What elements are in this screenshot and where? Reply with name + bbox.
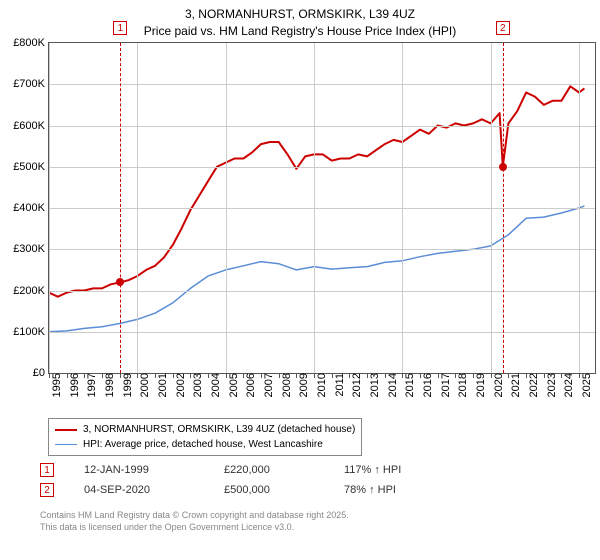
x-axis-tick-label: 2017 (438, 373, 452, 397)
legend-row-property: 3, NORMANHURST, ORMSKIRK, L39 4UZ (detac… (55, 422, 355, 437)
grid-line-v (491, 43, 492, 373)
x-axis-tick-label: 2012 (349, 373, 363, 397)
x-axis-tick-label: 2014 (385, 373, 399, 397)
plot-region: £0£100K£200K£300K£400K£500K£600K£700K£80… (48, 42, 596, 374)
chart-title-block: 3, NORMANHURST, ORMSKIRK, L39 4UZ Price … (0, 0, 600, 40)
x-axis-tick-label: 2021 (508, 373, 522, 397)
grid-line-v (49, 43, 50, 373)
x-axis-tick-label: 2023 (544, 373, 558, 397)
sale-marker-label: 2 (496, 21, 510, 35)
y-axis-tick-label: £100K (13, 326, 49, 338)
chart-area: £0£100K£200K£300K£400K£500K£600K£700K£80… (0, 42, 600, 424)
sales-table-row: 1 12-JAN-1999 £220,000 117% ↑ HPI (40, 460, 401, 480)
x-axis-tick-label: 2006 (243, 373, 257, 397)
grid-line-h (49, 208, 595, 209)
sales-row-marker: 1 (40, 463, 54, 477)
x-axis-tick-label: 2020 (491, 373, 505, 397)
x-axis-tick-label: 1997 (84, 373, 98, 397)
grid-line-v (579, 43, 580, 373)
sale-marker-vline (503, 43, 504, 373)
grid-line-h (49, 249, 595, 250)
grid-line-h (49, 167, 595, 168)
y-axis-tick-label: £600K (13, 120, 49, 132)
x-axis-tick-label: 2011 (332, 373, 346, 397)
x-axis-tick-label: 2002 (173, 373, 187, 397)
legend-swatch-hpi (55, 444, 77, 446)
y-axis-tick-label: £800K (13, 37, 49, 49)
sales-table-row: 2 04-SEP-2020 £500,000 78% ↑ HPI (40, 480, 401, 500)
grid-line-h (49, 332, 595, 333)
y-axis-tick-label: £200K (13, 285, 49, 297)
legend-label-property: 3, NORMANHURST, ORMSKIRK, L39 4UZ (detac… (83, 422, 355, 437)
chart-title-line1: 3, NORMANHURST, ORMSKIRK, L39 4UZ (0, 6, 600, 23)
sales-row-delta: 117% ↑ HPI (344, 464, 401, 476)
y-axis-tick-label: £500K (13, 161, 49, 173)
x-axis-tick-label: 1999 (120, 373, 134, 397)
sales-row-price: £500,000 (224, 484, 314, 496)
y-axis-tick-label: £700K (13, 78, 49, 90)
series-line (49, 206, 584, 332)
sale-marker-point (499, 163, 507, 171)
x-axis-tick-label: 2013 (367, 373, 381, 397)
x-axis-tick-label: 2025 (579, 373, 593, 397)
x-axis-tick-label: 2024 (561, 373, 575, 397)
x-axis-tick-label: 2007 (261, 373, 275, 397)
grid-line-h (49, 126, 595, 127)
sales-table: 1 12-JAN-1999 £220,000 117% ↑ HPI 2 04-SEP-20… (40, 460, 401, 500)
x-axis-tick-label: 2005 (226, 373, 240, 397)
grid-line-h (49, 84, 595, 85)
y-axis-tick-label: £0 (33, 367, 49, 379)
x-axis-tick-label: 2015 (402, 373, 416, 397)
grid-line-v (137, 43, 138, 373)
x-axis-tick-label: 2022 (526, 373, 540, 397)
attribution-line1: Contains HM Land Registry data © Crown c… (40, 510, 349, 522)
legend-swatch-property (55, 429, 77, 431)
legend-label-hpi: HPI: Average price, detached house, West… (83, 437, 323, 452)
x-axis-tick-label: 2003 (190, 373, 204, 397)
attribution: Contains HM Land Registry data © Crown c… (40, 510, 349, 533)
x-axis-tick-label: 2001 (155, 373, 169, 397)
x-axis-tick-label: 1996 (67, 373, 81, 397)
chart-legend: 3, NORMANHURST, ORMSKIRK, L39 4UZ (detac… (48, 418, 362, 456)
sales-row-date: 04-SEP-2020 (84, 484, 194, 496)
x-axis-tick-label: 1995 (49, 373, 63, 397)
sale-marker-label: 1 (113, 21, 127, 35)
x-axis-tick-label: 1998 (102, 373, 116, 397)
sales-row-delta: 78% ↑ HPI (344, 484, 396, 496)
attribution-line2: This data is licensed under the Open Gov… (40, 522, 349, 534)
x-axis-tick-label: 2004 (208, 373, 222, 397)
x-axis-tick-label: 2010 (314, 373, 328, 397)
chart-title-line2: Price paid vs. HM Land Registry's House … (0, 23, 600, 40)
grid-line-v (402, 43, 403, 373)
sales-row-marker: 2 (40, 483, 54, 497)
x-axis-tick-label: 2016 (420, 373, 434, 397)
grid-line-h (49, 291, 595, 292)
sale-marker-point (116, 278, 124, 286)
x-axis-tick-label: 2019 (473, 373, 487, 397)
series-line (49, 86, 584, 296)
y-axis-tick-label: £300K (13, 243, 49, 255)
sale-marker-vline (120, 43, 121, 373)
grid-line-v (226, 43, 227, 373)
grid-line-v (314, 43, 315, 373)
y-axis-tick-label: £400K (13, 202, 49, 214)
legend-row-hpi: HPI: Average price, detached house, West… (55, 437, 355, 452)
sales-row-date: 12-JAN-1999 (84, 464, 194, 476)
x-axis-tick-label: 2008 (279, 373, 293, 397)
x-axis-tick-label: 2009 (296, 373, 310, 397)
x-axis-tick-label: 2018 (455, 373, 469, 397)
x-axis-tick-label: 2000 (137, 373, 151, 397)
sales-row-price: £220,000 (224, 464, 314, 476)
